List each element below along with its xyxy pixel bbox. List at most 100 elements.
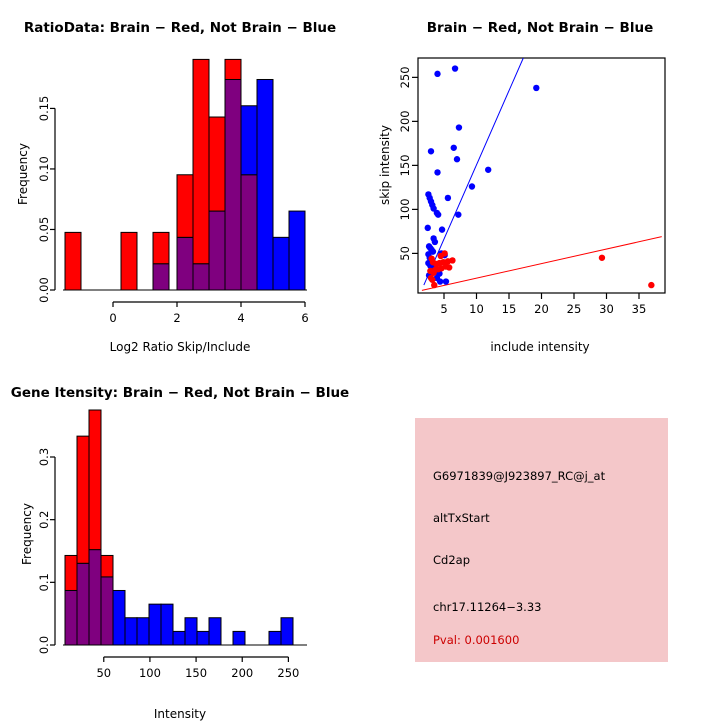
x-tick-label: 25 (567, 302, 582, 316)
histogram-bar (172, 630, 186, 646)
x-tick-label: 200 (231, 666, 253, 680)
scatter-point (429, 276, 436, 283)
info-event-type: altTxStart (433, 511, 490, 525)
gene-y-axis: 0.0 0.1 0.2 0.3 (37, 448, 56, 654)
intensity-scatter-title: Brain − Red, Not Brain − Blue (426, 20, 654, 36)
histogram-bar (272, 236, 290, 291)
histogram-bar (88, 409, 102, 551)
scatter-point (428, 255, 435, 262)
ratio-histogram-title: RatioData: Brain − Red, Not Brain − Blue (23, 20, 337, 36)
gene-intensity-histogram-panel: Gene Itensity: Brain − Red, Not Brain − … (0, 360, 360, 721)
histogram-bar-overlap (100, 576, 114, 646)
histogram-bar (232, 630, 246, 646)
ratio-histogram-plot: 0.00 0.05 0.10 0.15 0 2 4 6 (37, 58, 309, 325)
histogram-bar (148, 603, 162, 646)
histogram-bar (120, 231, 138, 291)
scatter-point (451, 65, 459, 72)
histogram-bar (124, 617, 138, 646)
regression-line (421, 236, 662, 291)
histogram-bar (240, 105, 258, 176)
scatter-point (436, 278, 444, 285)
x-tick-label: 0 (109, 311, 116, 325)
histogram-bar-overlap (176, 236, 194, 291)
y-tick-label: 0.15 (37, 96, 51, 122)
ratio-histogram-xlabel: Log2 Ratio Skip/Include (109, 340, 251, 354)
scatter-series (424, 65, 540, 285)
gene-intensity-histogram-xlabel: Intensity (153, 707, 207, 721)
x-tick-label: 35 (632, 302, 647, 316)
x-tick-label: 20 (534, 302, 549, 316)
x-tick-label: 250 (277, 666, 299, 680)
scatter-point (437, 252, 444, 260)
scatter-point (434, 211, 442, 218)
scatter-point (444, 194, 452, 202)
gene-intensity-histogram-title: Gene Itensity: Brain − Red, Not Brain − … (10, 385, 350, 401)
gene-bars (64, 409, 294, 646)
histogram-bar (208, 617, 222, 646)
x-tick-label: 150 (185, 666, 207, 680)
plot-frame (417, 57, 666, 294)
histogram-bar (100, 554, 114, 578)
histogram-bar (192, 58, 210, 265)
scatter-point (431, 238, 439, 246)
info-pvalue: Pval: 0.001600 (433, 633, 520, 647)
y-tick-label: 0.10 (37, 156, 51, 182)
x-tick-label: 6 (301, 311, 308, 325)
scatter-point (427, 148, 435, 155)
y-tick-label: 0.00 (37, 277, 51, 303)
histogram-bar-overlap (76, 562, 90, 646)
x-tick-label: 30 (599, 302, 614, 316)
scatter-point (533, 84, 540, 92)
scatter-point (485, 166, 492, 173)
histogram-bar (268, 630, 282, 646)
histogram-bar (64, 554, 78, 591)
histogram-bar (208, 116, 226, 212)
info-probe-id: G6971839@J923897_RC@j_at (433, 469, 606, 483)
histogram-bar (136, 617, 150, 646)
scatter-point (455, 124, 463, 131)
scatter-point (442, 278, 450, 285)
histogram-bar-overlap (224, 78, 242, 291)
histogram-bar (160, 603, 174, 646)
intensity-scatter-plot: 50 100 150 200 250 5 10 15 20 25 30 35 (398, 57, 666, 316)
histogram-bar (224, 58, 242, 80)
y-tick-label: 0.3 (37, 448, 51, 466)
info-gene-symbol: Cd2ap (433, 553, 470, 567)
histogram-bar (76, 435, 90, 564)
scatter-point (434, 70, 441, 78)
intensity-scatter-xlabel: include intensity (490, 340, 590, 354)
histogram-bar-overlap (208, 210, 226, 291)
scatter-y-axis: 50 100 150 200 250 (398, 66, 418, 261)
scatter-point (438, 226, 446, 233)
x-tick-label: 100 (139, 666, 161, 680)
y-tick-label: 0.0 (37, 636, 51, 654)
histogram-bar (152, 231, 170, 265)
x-tick-label: 50 (96, 666, 111, 680)
scatter-point (468, 183, 476, 190)
x-tick-label: 2 (173, 311, 180, 325)
x-tick-label: 4 (237, 311, 244, 325)
gene-intensity-histogram-plot: 0.0 0.1 0.2 0.3 50 100 150 200 250 (37, 409, 307, 680)
scatter-point (434, 169, 441, 176)
histogram-bar (184, 617, 198, 646)
histogram-bar (256, 78, 274, 291)
y-tick-label: 0.1 (37, 573, 51, 591)
gene-x-axis: 50 100 150 200 250 (96, 656, 299, 680)
histogram-bar (196, 630, 210, 646)
x-tick-label: 15 (502, 302, 517, 316)
scatter-content (421, 58, 662, 291)
gene-info-panel: G6971839@J923897_RC@j_at altTxStart Cd2a… (415, 418, 668, 662)
histogram-bar-overlap (152, 263, 170, 291)
x-tick-label: 10 (469, 302, 484, 316)
scatter-point (431, 281, 438, 289)
scatter-point (455, 211, 462, 218)
scatter-series (427, 250, 655, 289)
scatter-point (424, 224, 431, 232)
histogram-bar (280, 617, 294, 646)
intensity-scatter-panel: Brain − Red, Not Brain − Blue 50 100 150 20… (360, 0, 720, 360)
x-tick-label: 5 (440, 302, 447, 316)
scatter-point (648, 281, 655, 289)
y-tick-label: 100 (398, 198, 412, 220)
y-tick-label: 50 (398, 246, 412, 261)
histogram-bar-overlap (240, 174, 258, 291)
